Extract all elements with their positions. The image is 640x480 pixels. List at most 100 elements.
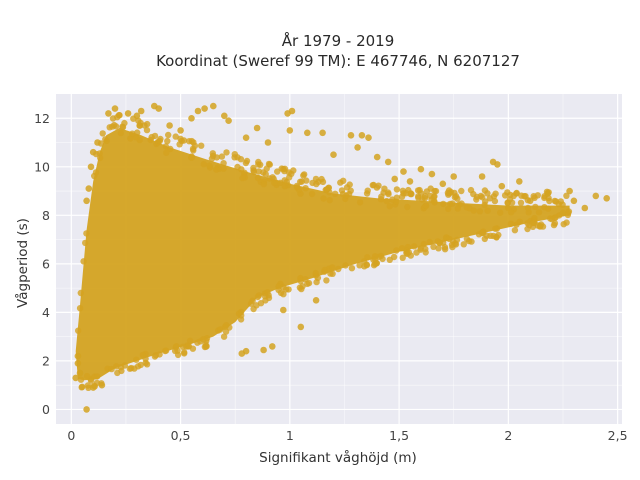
scatter-point — [299, 283, 306, 290]
scatter-point — [74, 352, 82, 360]
scatter-point — [225, 117, 232, 124]
scatter-point — [492, 225, 499, 232]
scatter-point — [188, 115, 195, 122]
scatter-point — [326, 197, 333, 204]
scatter-point — [383, 197, 390, 205]
scatter-point — [237, 316, 245, 323]
scatter-point — [435, 245, 442, 252]
scatter-cloud — [75, 128, 570, 381]
y-tick-label: 8 — [42, 208, 50, 223]
y-tick-label: 2 — [42, 353, 50, 368]
scatter-point — [346, 181, 353, 188]
scatter-point — [127, 135, 134, 142]
scatter-point — [200, 161, 207, 168]
scatter-point — [391, 175, 399, 183]
scatter-point — [254, 293, 261, 301]
scatter-point — [89, 148, 97, 156]
scatter-point — [329, 270, 336, 277]
x-tick-label: 1 — [286, 428, 294, 443]
scatter-point — [80, 258, 87, 265]
x-tick-label: 1,5 — [389, 428, 409, 443]
scatter-point — [156, 351, 163, 358]
scatter-point — [238, 350, 246, 357]
scatter-point — [332, 190, 339, 197]
scatter-point — [277, 289, 285, 297]
scatter-point — [432, 187, 440, 195]
scatter-point — [390, 253, 398, 261]
scatter-point — [319, 129, 326, 137]
scatter-point — [300, 172, 307, 179]
scatter-point — [253, 124, 261, 132]
scatter-point — [242, 159, 250, 167]
scatter-point — [134, 129, 141, 136]
scatter-point — [563, 219, 570, 226]
scatter-point — [83, 406, 90, 413]
scatter-point — [559, 201, 566, 208]
scatter-point — [495, 231, 502, 239]
scatter-point — [265, 294, 273, 302]
scatter-point — [463, 235, 471, 243]
scatter-point — [377, 252, 385, 260]
scatter-point — [531, 219, 538, 226]
scatter-point — [422, 245, 429, 253]
scatter-point — [218, 153, 226, 160]
scatter-point — [446, 235, 453, 243]
scatter-point — [78, 384, 85, 391]
x-tick-label: 0,5 — [171, 428, 191, 443]
scatter-point — [223, 149, 230, 156]
scatter-point — [177, 127, 184, 134]
scatter-point — [255, 161, 262, 168]
scatter-point — [320, 195, 327, 202]
scatter-point — [94, 139, 101, 146]
scatter-point — [143, 126, 151, 134]
scatter-point — [280, 306, 287, 314]
scatter-point — [221, 112, 228, 120]
scatter-point — [124, 110, 132, 117]
scatter-point — [206, 162, 213, 169]
scatter-point — [479, 229, 487, 237]
scatter-point — [323, 186, 330, 193]
scatter-point — [330, 151, 337, 158]
scatter-point — [524, 204, 532, 212]
scatter-point — [119, 124, 127, 131]
scatter-point — [570, 197, 578, 205]
scatter-point — [347, 187, 354, 194]
scatter-point — [241, 169, 248, 176]
scatter-point — [302, 276, 309, 283]
scatter-point — [477, 192, 485, 200]
scatter-point — [89, 384, 97, 391]
scatter-point — [445, 205, 452, 213]
scatter-point — [99, 130, 106, 137]
scatter-point — [242, 134, 250, 141]
scatter-point — [203, 343, 210, 350]
scatter-point — [280, 284, 287, 291]
scatter-point — [532, 203, 539, 211]
x-axis-label: Signifikant våghöjd (m) — [259, 449, 417, 466]
scatter-point — [319, 178, 327, 186]
scatter-point — [492, 190, 499, 197]
scatter-point — [133, 112, 141, 120]
scatter-point — [92, 169, 100, 176]
scatter-point — [308, 190, 316, 198]
scatter-point — [507, 220, 515, 227]
scatter-point — [321, 266, 328, 274]
scatter-point — [111, 121, 118, 129]
scatter-point — [72, 374, 79, 382]
scatter-point — [273, 179, 280, 186]
scatter-point — [209, 150, 216, 157]
x-tick-label: 2 — [504, 428, 512, 443]
y-tick-label: 12 — [34, 111, 50, 126]
scatter-point — [453, 236, 461, 244]
scatter-point — [428, 196, 435, 203]
scatter-point — [358, 132, 366, 139]
scatter-points — [72, 102, 610, 413]
scatter-point — [481, 201, 488, 209]
scatter-point — [188, 154, 196, 161]
scatter-point — [164, 137, 171, 145]
scatter-point — [167, 145, 174, 153]
scatter-point — [253, 302, 260, 309]
scatter-point — [76, 305, 84, 312]
scatter-point — [286, 174, 293, 181]
scatter-point — [393, 247, 400, 254]
